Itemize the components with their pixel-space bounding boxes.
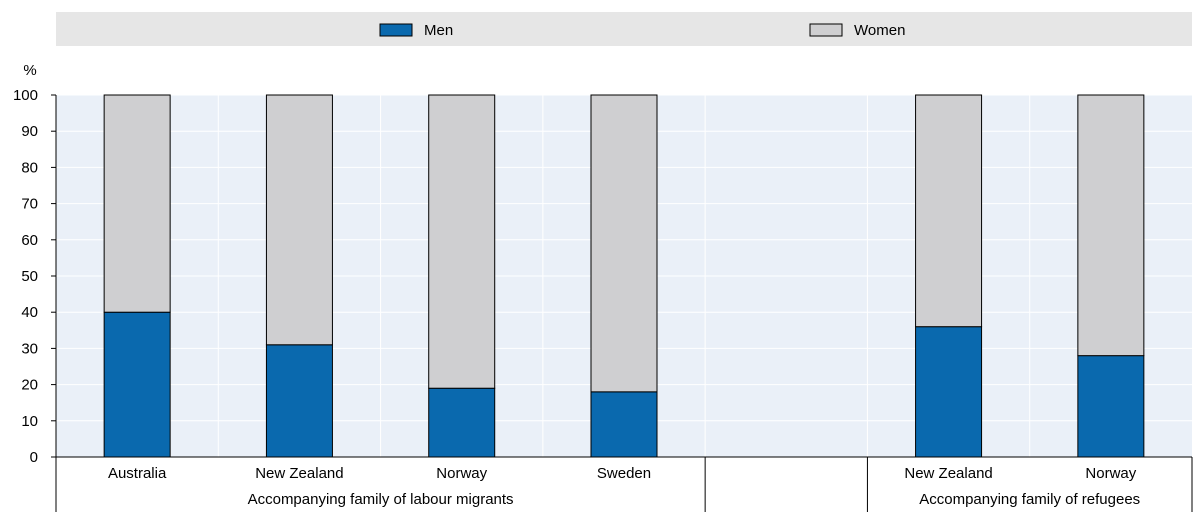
legend-background (56, 12, 1192, 46)
y-tick-label: 60 (21, 232, 38, 249)
y-tick-label: 90 (21, 123, 38, 140)
x-tick-label: New Zealand (255, 465, 343, 482)
bar-women-6 (915, 94, 983, 328)
bar-men-4 (590, 391, 658, 458)
legend-label-women: Women (854, 22, 905, 39)
bar-men-1 (103, 311, 171, 458)
x-tick-label: New Zealand (904, 465, 992, 482)
bar-women-1 (103, 94, 171, 313)
group-label: Accompanying family of labour migrants (248, 491, 514, 508)
legend-swatch-men (379, 23, 413, 37)
y-tick-label: 0 (30, 449, 38, 466)
x-tick-label: Norway (436, 465, 487, 482)
x-axis: Australia New Zealand Norway Sweden New Zeal… (55, 456, 1193, 512)
x-tick-label: Sweden (597, 465, 651, 482)
bar-men-3 (428, 387, 496, 458)
x-tick-label: Australia (108, 465, 167, 482)
y-tick-label: 50 (21, 268, 38, 285)
x-tick-label: Norway (1085, 465, 1136, 482)
group-label: Accompanying family of refugees (919, 491, 1140, 508)
legend: Men Women (379, 22, 905, 39)
y-tick-label: 30 (21, 340, 38, 357)
y-tick-label: 10 (21, 413, 38, 430)
bar-men-6 (915, 326, 983, 458)
y-tick-label: 100 (13, 87, 38, 104)
y-axis-label: % (23, 62, 36, 79)
legend-swatch-women (809, 23, 843, 37)
y-tick-label: 40 (21, 304, 38, 321)
y-axis: 0 10 20 30 40 50 60 70 80 90 100 (13, 87, 57, 466)
bar-women-7 (1077, 94, 1145, 357)
bar-women-2 (265, 94, 333, 346)
y-tick-label: 20 (21, 377, 38, 394)
legend-label-men: Men (424, 22, 453, 39)
bar-women-3 (428, 94, 496, 389)
bar-men-2 (265, 344, 333, 458)
bars (103, 94, 1145, 458)
y-tick-label: 80 (21, 159, 38, 176)
bar-women-4 (590, 94, 658, 393)
bar-men-7 (1077, 355, 1145, 458)
y-tick-label: 70 (21, 196, 38, 213)
